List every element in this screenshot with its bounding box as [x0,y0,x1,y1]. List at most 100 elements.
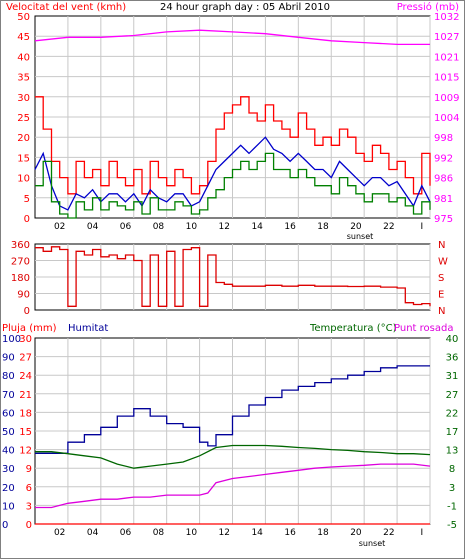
humidity-axis-label: Humitat [68,323,108,334]
dewpoint-axis-label: Punt rosada [394,323,453,334]
wind-panel-x-tick-label: 02 [54,222,65,232]
direction-y-tick-label: 360 [11,240,30,251]
wind-y-tick-label: 10 [17,174,30,185]
wind-y-tick-label: 30 [17,93,30,104]
pressure-y-tick-label: 981 [434,194,453,205]
rain-y-tick-label: 15 [19,427,32,438]
temperature-y-tick-label: 40 [446,334,459,345]
humidity-y-tick-label: 10 [2,501,15,512]
humidity-y-tick-label: 40 [2,446,15,457]
humidity-y-tick-label: 30 [2,464,15,475]
pressure-y-tick-label: 986 [434,174,453,185]
pressure-y-tick-label: 998 [434,133,453,144]
pressure-y-tick-label: 1009 [434,93,459,104]
temperature-y-tick-label: -5 [447,520,457,531]
pressure-axis-label: Pressió (mb) [397,1,459,13]
wind-y-tick-label: 25 [17,113,30,124]
wind-low-line [35,152,431,219]
wind-y-tick-label: 35 [17,73,30,84]
temperature-line [35,444,431,469]
humidity-y-tick-label: 60 [2,408,15,419]
rain-y-tick-label: 12 [19,446,32,457]
climate-panel-x-tick-label: 02 [54,528,65,538]
temperature-y-tick-label: 22 [446,408,459,419]
rain-y-tick-label: 21 [19,390,32,401]
temperature-y-tick-label: 13 [446,446,459,457]
direction-compass-label: E [438,290,444,301]
pressure-y-tick-label: 1015 [434,73,459,84]
humidity-y-tick-label: 20 [2,483,15,494]
dewpoint-line [35,463,431,509]
pressure-y-tick-label: 992 [434,153,453,164]
climate-panel-x-tick-label: 22 [383,528,394,538]
rain-y-tick-label: 27 [19,353,32,364]
humidity-line [35,365,430,454]
wind-panel-x-tick-label: 06 [120,222,132,232]
temperature-y-tick-label: 3 [449,483,455,494]
humidity-y-tick-label: 50 [2,427,15,438]
rain-y-tick-label: 18 [19,408,32,419]
humidity-y-tick-label: 100 [2,334,21,345]
wind-panel-x-tick-label: 18 [317,222,329,232]
pressure-y-tick-label: 1021 [434,52,459,63]
humidity-y-tick-label: 70 [2,390,15,401]
rain-y-tick-label: 3 [26,501,32,512]
wind-y-tick-label: 15 [17,153,30,164]
direction-compass-label: N [438,240,445,251]
rain-y-tick-label: 30 [19,334,32,345]
direction-y-tick-label: 90 [17,290,30,301]
climate-panel-x-tick-label: 04 [87,528,99,538]
wind-y-tick-label: 50 [17,12,30,23]
temperature-y-tick-label: 17 [446,427,459,438]
wind-panel-x-tick-label: 08 [153,222,165,232]
pressure-y-tick-label: 1032 [434,12,459,23]
direction-compass-label: N [438,306,445,317]
direction-y-tick-label: 0 [24,306,30,317]
direction-y-tick-label: 270 [11,257,30,268]
pressure-y-tick-label: 1027 [434,32,459,43]
rain-axis-label: Pluja (mm) [2,323,57,334]
direction-y-tick-label: 180 [11,273,30,284]
wind-panel-x-tick-label: 22 [383,222,394,232]
climate-panel-x-tick-label: 18 [317,528,329,538]
rain-y-tick-label: 24 [19,371,32,382]
temperature-y-tick-label: 31 [446,371,459,382]
chart-title: 24 hour graph day : 05 Abril 2010 [160,2,330,13]
direction-compass-label: W [438,257,448,268]
wind-y-tick-label: 20 [17,133,30,144]
wind-y-tick-label: 45 [17,32,30,43]
wind-gust-line [35,96,431,195]
wind-y-tick-label: 0 [24,214,30,225]
sunset-label-top: sunset [347,232,374,241]
wind-panel-x-tick-label: 14 [251,222,263,232]
wind-panel-x-tick-label: I [420,222,423,232]
climate-panel-x-tick-label: 20 [350,528,362,538]
wind-panel-x-tick-label: 10 [186,222,198,232]
wind-panel-x-tick-label: 16 [284,222,296,232]
sunset-label-bottom: sunset [359,539,386,548]
rain-y-tick-label: 6 [26,483,32,494]
humidity-y-tick-label: 80 [2,371,15,382]
temperature-y-tick-label: 27 [446,390,459,401]
temperature-y-tick-label: 8 [449,464,455,475]
direction-compass-label: S [438,273,444,284]
climate-panel-x-tick-label: 12 [219,528,230,538]
climate-panel-x-tick-label: 16 [284,528,296,538]
temperature-y-tick-label: 36 [446,353,459,364]
pressure-y-tick-label: 975 [434,214,453,225]
wind-panel-x-tick-label: 04 [87,222,99,232]
humidity-y-tick-label: 0 [2,520,8,531]
climate-panel-x-tick-label: 14 [251,528,263,538]
wind-axis-label: Velocitat del vent (kmh) [6,2,126,13]
wind-panel-x-tick-label: 20 [350,222,362,232]
wind-direction-line [35,246,431,307]
temperature-axis-label: Temperatura (°C) [309,323,397,334]
rain-y-tick-label: 9 [26,464,32,475]
temperature-y-tick-label: -1 [447,501,457,512]
climate-panel-x-tick-label: 10 [186,528,198,538]
climate-panel-x-tick-label: 08 [153,528,165,538]
rain-y-tick-label: 0 [26,520,32,531]
wind-y-tick-label: 40 [17,52,30,63]
humidity-y-tick-label: 90 [2,353,15,364]
